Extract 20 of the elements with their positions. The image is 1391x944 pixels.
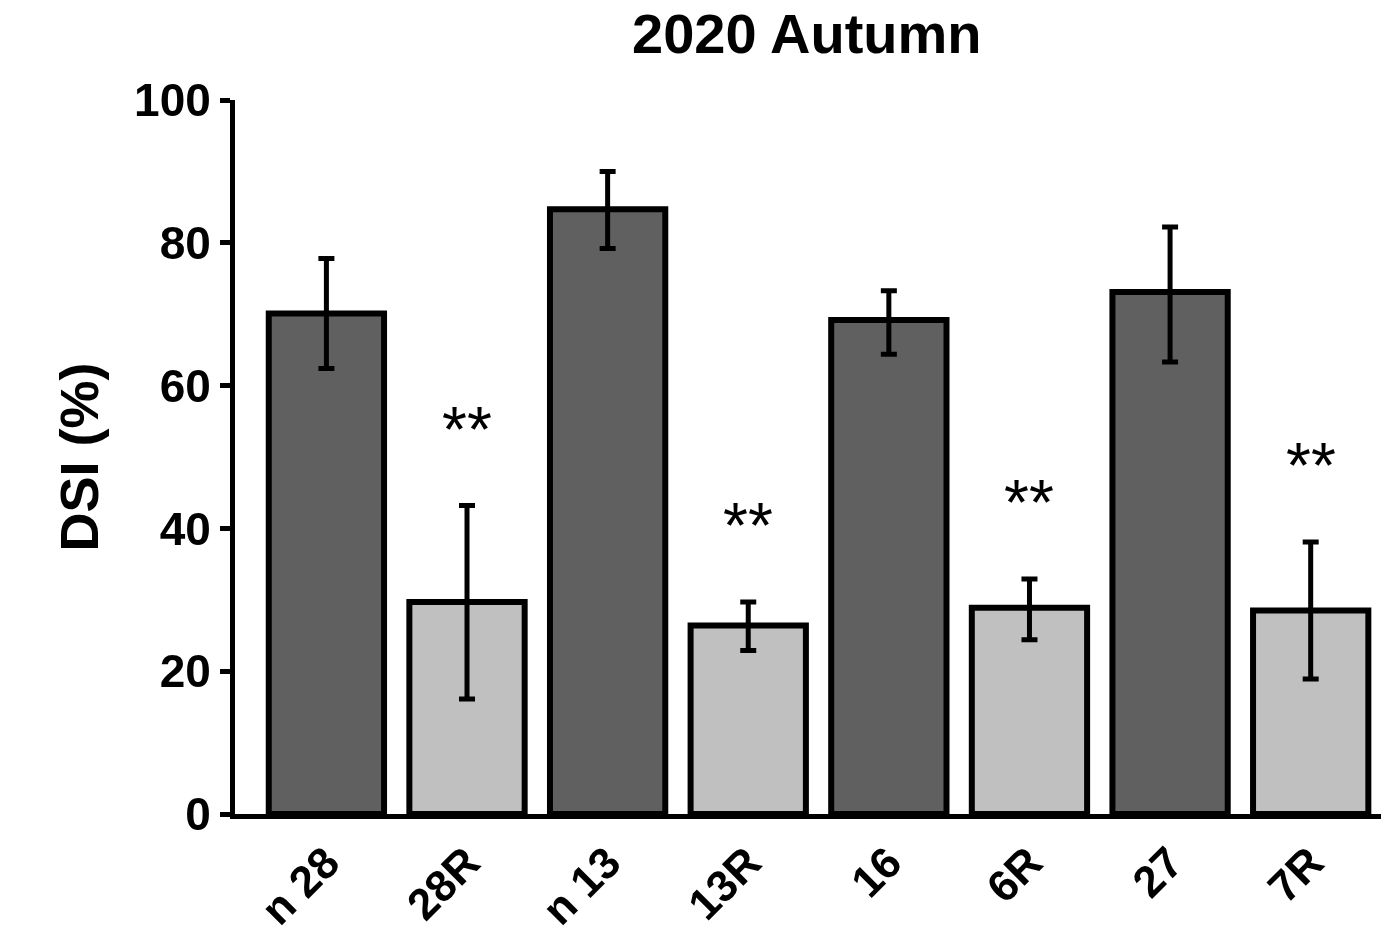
y-tick-label: 80	[159, 216, 211, 269]
x-tick-label: 16	[841, 837, 911, 907]
y-axis-title: DSI (%)	[48, 362, 109, 552]
y-tick-label: 20	[159, 645, 211, 698]
y-tick-label: 40	[159, 502, 211, 555]
x-tick-label: 28R	[397, 837, 489, 929]
annotation: **	[442, 394, 492, 466]
annotation: **	[1004, 467, 1054, 539]
x-tick-label: 7R	[1258, 837, 1333, 912]
x-tick-label: 6R	[976, 837, 1052, 912]
chart-title: 2020 Autumn	[632, 2, 982, 66]
y-tick-label: 100	[134, 74, 211, 127]
y-tick-label: 60	[159, 359, 211, 412]
x-tick-label: 13R	[678, 837, 771, 929]
annotation: **	[723, 490, 773, 562]
x-tick-label: n 28	[251, 837, 349, 934]
annotation: **	[1286, 430, 1336, 502]
y-tick-label: 0	[185, 788, 211, 841]
x-tick-label: n 13	[532, 837, 630, 934]
x-tick-label: 27	[1122, 837, 1192, 907]
